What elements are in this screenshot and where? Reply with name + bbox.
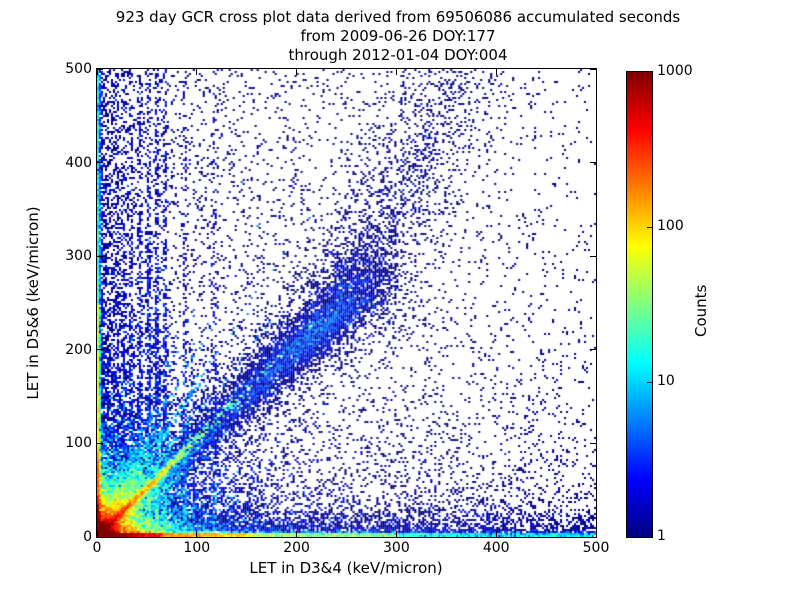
y-tick xyxy=(97,442,103,444)
colorbar-tick-label: 100 xyxy=(657,218,684,234)
title-line-3: through 2012-01-04 DOY:004 xyxy=(288,46,508,64)
colorbar-tick-label: 10 xyxy=(657,373,675,389)
colorbar-tick xyxy=(647,381,652,383)
x-tick xyxy=(495,531,497,537)
y-tick xyxy=(97,68,103,70)
y-tick xyxy=(590,68,596,70)
y-tick xyxy=(97,162,103,164)
y-tick-label: 200 xyxy=(65,341,92,358)
y-tick-label: 100 xyxy=(65,435,92,452)
colorbar-tick-label: 1000 xyxy=(657,63,693,79)
y-tick xyxy=(97,536,103,538)
x-tick xyxy=(395,69,397,75)
y-tick xyxy=(590,442,596,444)
colorbar-label: Counts xyxy=(692,284,710,337)
y-tick-label: 0 xyxy=(83,529,92,545)
x-axis-label: LET in D3&4 (keV/micron) xyxy=(249,559,443,577)
x-tick xyxy=(96,531,98,537)
x-tick xyxy=(296,69,298,75)
x-tick xyxy=(395,531,397,537)
plot-frame xyxy=(96,68,597,538)
x-tick xyxy=(296,531,298,537)
x-tick-label: 100 xyxy=(183,540,211,556)
x-tick xyxy=(495,69,497,75)
y-axis-label: LET in D5&6 (keV/micron) xyxy=(24,206,42,400)
colorbar-tick-label: 1 xyxy=(657,528,666,544)
colorbar xyxy=(626,71,653,538)
x-tick xyxy=(196,531,198,537)
y-tick xyxy=(590,162,596,164)
chart-title: 923 day GCR cross plot data derived from… xyxy=(0,8,796,65)
x-tick xyxy=(595,531,597,537)
y-tick xyxy=(590,536,596,538)
colorbar-gradient xyxy=(627,72,652,537)
x-tick-label: 400 xyxy=(482,540,510,556)
colorbar-tick xyxy=(647,226,652,228)
x-tick xyxy=(595,69,597,75)
x-tick-label: 200 xyxy=(283,540,310,556)
scatter-canvas xyxy=(97,69,596,537)
y-tick xyxy=(97,255,103,257)
x-tick-label: 300 xyxy=(383,540,410,556)
title-line-1: 923 day GCR cross plot data derived from… xyxy=(115,8,681,26)
x-tick-label: 500 xyxy=(582,540,610,556)
y-tick xyxy=(590,255,596,257)
x-tick xyxy=(196,69,198,75)
y-tick xyxy=(590,349,596,351)
y-tick-label: 400 xyxy=(65,154,92,171)
y-tick-label: 500 xyxy=(65,61,92,77)
y-tick xyxy=(97,349,103,351)
y-tick-label: 300 xyxy=(65,248,92,265)
title-line-2: from 2009-06-26 DOY:177 xyxy=(300,27,496,45)
x-tick xyxy=(96,69,98,75)
x-tick-label: 0 xyxy=(92,540,102,556)
